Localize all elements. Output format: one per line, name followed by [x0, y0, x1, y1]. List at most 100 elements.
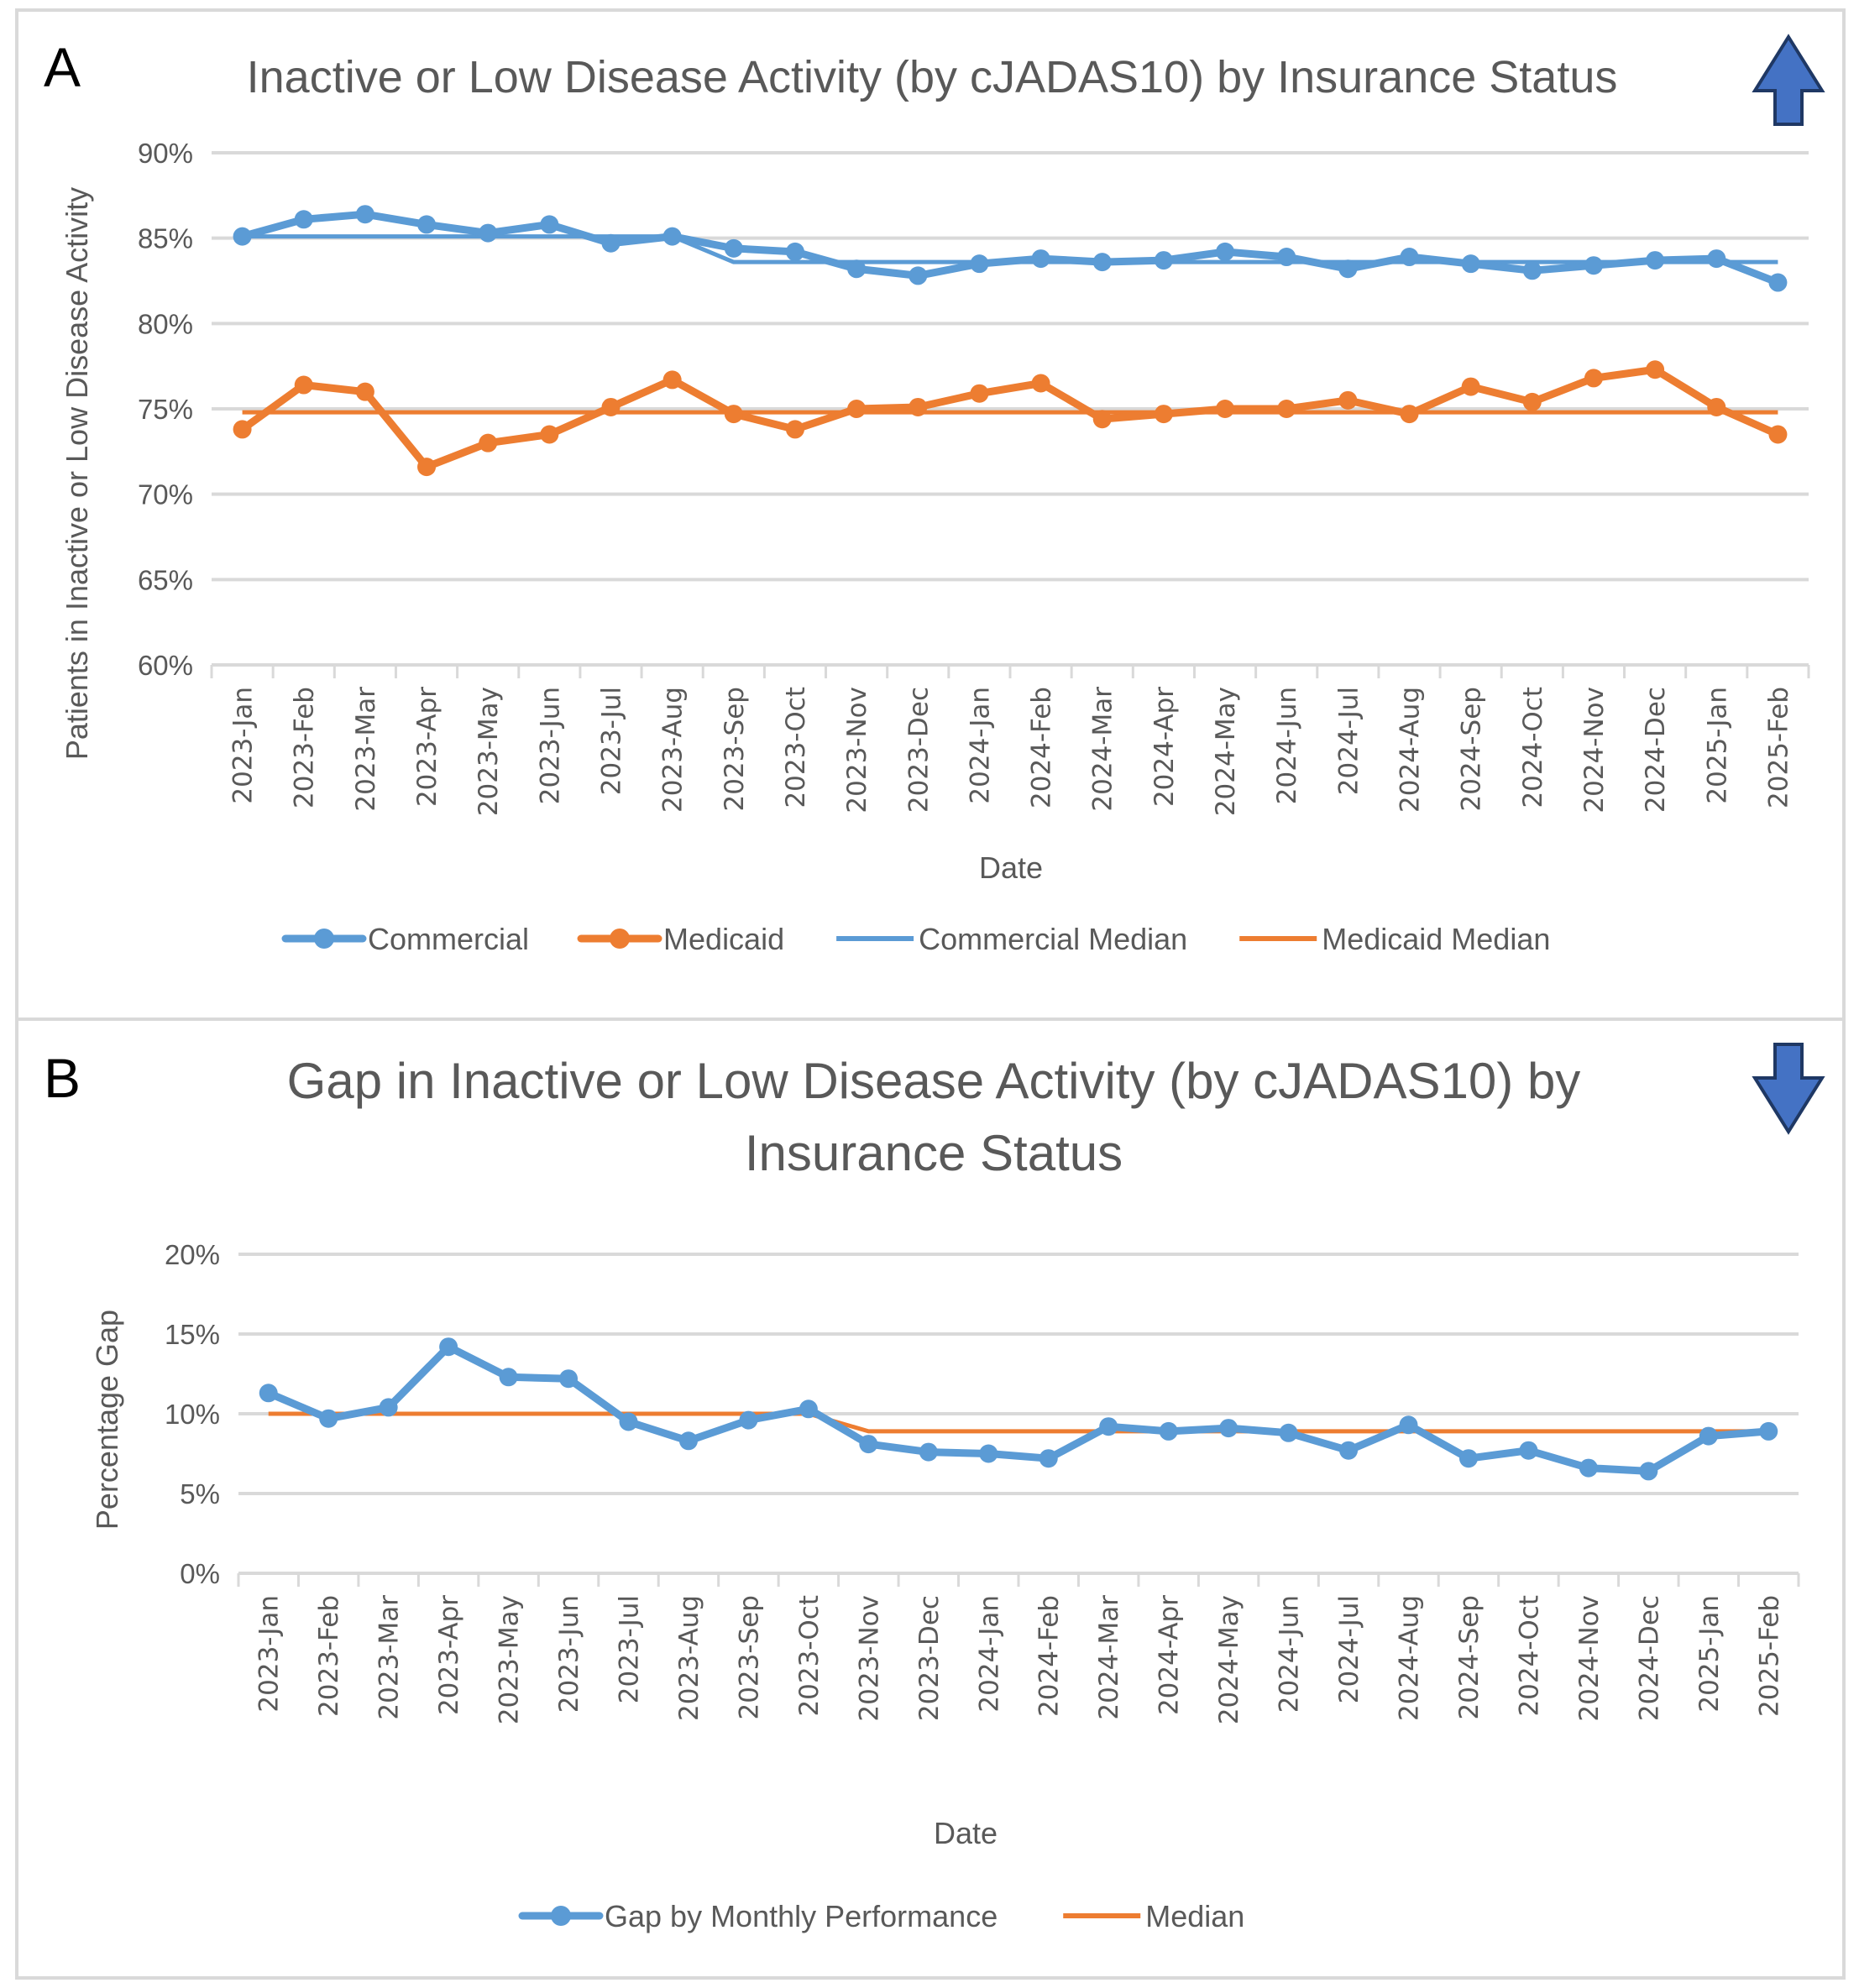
data-point-medicaid: [479, 433, 498, 453]
legend-marker-medicaid: [610, 929, 631, 949]
chart-title: Inactive or Low Disease Activity (by cJA…: [247, 52, 1618, 102]
x-tick-label: 2023-Dec: [903, 687, 934, 813]
x-tick-label: 2024-Dec: [1634, 1595, 1664, 1721]
x-tick-label: 2023-Mar: [374, 1595, 405, 1720]
y-axis-title: Patients in Inactive or Low Disease Acti…: [60, 187, 94, 760]
data-point-gap-by-monthly-performance: [259, 1384, 278, 1403]
data-point-commercial: [355, 205, 374, 224]
data-point-commercial: [1154, 251, 1173, 270]
data-point-commercial: [662, 227, 682, 246]
data-point-medicaid: [1154, 405, 1173, 424]
series-medicaid-line: [238, 365, 1782, 471]
data-point-commercial: [417, 215, 437, 234]
data-point-medicaid: [1522, 392, 1542, 411]
data-point-medicaid: [785, 420, 804, 439]
y-tick-label: 80%: [138, 308, 193, 339]
data-point-commercial: [601, 233, 621, 253]
data-point-commercial: [1216, 242, 1235, 261]
data-point-medicaid: [1092, 410, 1112, 429]
data-point-gap-by-monthly-performance: [1579, 1458, 1598, 1478]
data-point-gap-by-monthly-performance: [979, 1444, 998, 1463]
series-gap-by-monthly-performance-line: [264, 1342, 1773, 1475]
data-point-commercial: [1707, 249, 1726, 269]
x-tick-label: 2024-Sep: [1457, 687, 1487, 812]
y-tick-label: 5%: [180, 1478, 220, 1509]
y-tick-label: 60%: [138, 650, 193, 681]
data-point-medicaid: [1461, 377, 1480, 396]
x-tick-label: 2025-Feb: [1754, 1595, 1784, 1717]
data-point-gap-by-monthly-performance: [678, 1431, 698, 1451]
data-point-gap-by-monthly-performance: [1159, 1421, 1178, 1441]
data-point-gap-by-monthly-performance: [1399, 1415, 1418, 1435]
data-point-commercial: [1092, 253, 1112, 272]
x-tick-label: 2023-Apr: [434, 1595, 464, 1715]
data-point-commercial: [785, 242, 804, 261]
panel-a: A Inactive or Low Disease Activity (by c…: [15, 8, 1846, 1021]
data-point-gap-by-monthly-performance: [1219, 1419, 1238, 1438]
x-tick-label: 2024-Nov: [1574, 1595, 1605, 1722]
data-point-medicaid: [724, 405, 743, 424]
y-tick-label: 15%: [165, 1319, 220, 1350]
data-point-medicaid: [1584, 369, 1603, 388]
legend-label-medicaid-median: Medicaid Median: [1322, 922, 1550, 956]
data-point-medicaid: [1768, 425, 1788, 444]
data-point-medicaid: [1031, 374, 1050, 393]
x-tick-label: 2025-Feb: [1763, 687, 1794, 808]
data-point-medicaid: [1338, 390, 1358, 410]
x-tick-label: 2024-Jun: [1272, 687, 1302, 804]
data-point-gap-by-monthly-performance: [499, 1368, 518, 1387]
chart-title: Gap in Inactive or Low Disease Activity …: [287, 1053, 1581, 1109]
x-tick-label: 2023-Jan: [228, 687, 259, 804]
data-point-medicaid: [294, 375, 313, 395]
x-tick-label: 2023-Feb: [290, 687, 320, 808]
data-point-gap-by-monthly-performance: [1699, 1426, 1718, 1446]
chart-b: Gap in Inactive or Low Disease Activity …: [90, 1043, 1825, 1933]
x-tick-label: 2024-Jun: [1275, 1595, 1305, 1713]
data-point-medicaid: [1707, 397, 1726, 416]
legend-label-medicaid: Medicaid: [663, 922, 784, 956]
data-point-gap-by-monthly-performance: [379, 1398, 398, 1417]
x-tick-label: 2024-Apr: [1149, 687, 1180, 807]
x-tick-label: 2023-Oct: [794, 1595, 825, 1717]
legend-label-median: Median: [1145, 1899, 1244, 1933]
legend-marker-gap-by-monthly-performance: [551, 1906, 571, 1926]
x-tick-label: 2024-Mar: [1088, 687, 1118, 812]
legend-label-commercial: Commercial: [368, 922, 529, 956]
data-point-gap-by-monthly-performance: [619, 1412, 638, 1431]
data-point-gap-by-monthly-performance: [319, 1409, 338, 1428]
panel-label-a: A: [44, 36, 81, 98]
x-tick-label: 2024-May: [1214, 1595, 1244, 1724]
chart-a: Inactive or Low Disease Activity (by cJA…: [60, 34, 1825, 956]
x-tick-label: 2024-Sep: [1454, 1595, 1485, 1720]
x-tick-label: 2024-May: [1211, 687, 1241, 816]
data-point-commercial: [1031, 249, 1050, 269]
x-tick-label: 2024-Dec: [1641, 687, 1671, 813]
data-point-gap-by-monthly-performance: [1339, 1441, 1359, 1460]
data-point-medicaid: [909, 397, 928, 416]
x-tick-label: 2024-Feb: [1034, 1595, 1065, 1717]
legend-item-medicaid: Medicaid: [577, 922, 784, 956]
x-tick-label: 2024-Jul: [1334, 1595, 1364, 1703]
data-point-commercial: [1522, 261, 1542, 280]
data-point-commercial: [970, 254, 989, 274]
x-tick-label: 2025-Jan: [1702, 687, 1732, 804]
data-point-commercial: [1646, 251, 1665, 270]
x-tick-label: 2024-Aug: [1395, 1595, 1425, 1721]
data-point-gap-by-monthly-performance: [1458, 1449, 1478, 1468]
x-tick-label: 2023-Jul: [615, 1595, 645, 1703]
data-point-gap-by-monthly-performance: [739, 1410, 758, 1430]
x-tick-label: 2023-Aug: [674, 1595, 704, 1721]
x-tick-label: 2023-Mar: [351, 687, 381, 812]
legend-marker-commercial: [314, 929, 334, 949]
legend-item-commercial-median: Commercial Median: [836, 922, 1187, 956]
data-point-gap-by-monthly-performance: [1639, 1462, 1658, 1481]
data-point-commercial: [1584, 256, 1603, 275]
data-point-commercial: [1338, 259, 1358, 279]
x-tick-label: 2023-Apr: [412, 687, 442, 807]
data-point-medicaid: [1277, 400, 1296, 418]
x-tick-label: 2025-Jan: [1694, 1595, 1725, 1713]
data-point-commercial: [1768, 273, 1788, 292]
data-point-commercial: [294, 210, 313, 229]
x-tick-label: 2024-Jan: [974, 1595, 1004, 1713]
panel-label-b: B: [44, 1047, 81, 1109]
